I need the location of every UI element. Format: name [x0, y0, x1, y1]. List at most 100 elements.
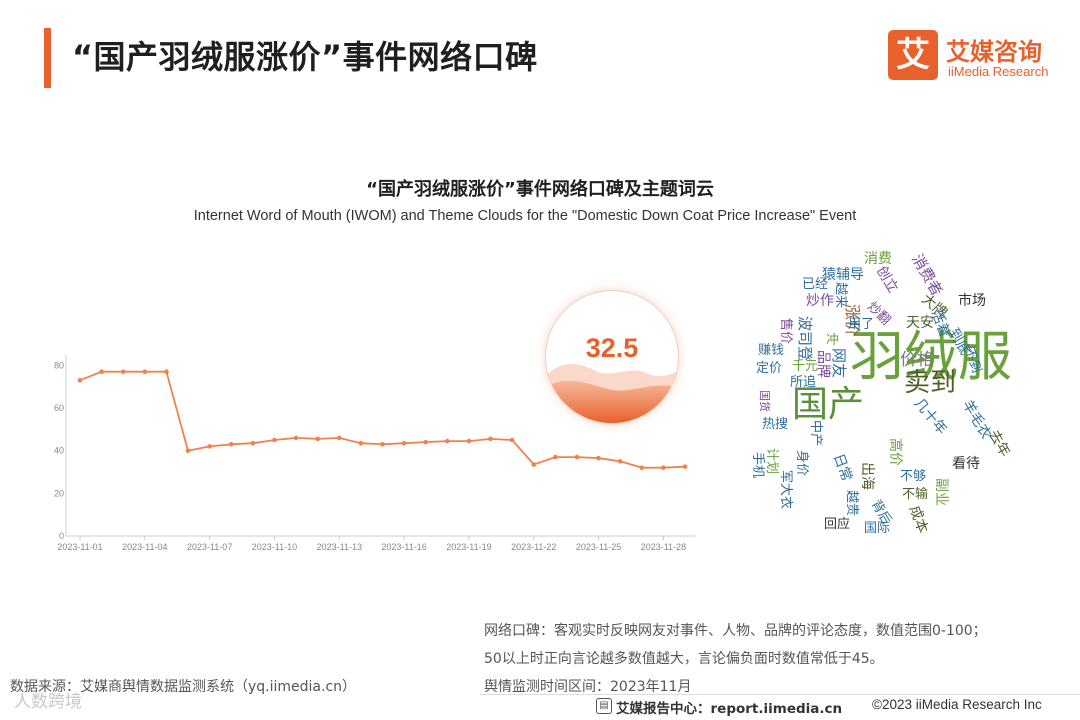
word-cloud-term: 创立: [873, 263, 901, 296]
report-center-link[interactable]: 艾媒报告中心：report.iimedia.cn: [616, 701, 843, 717]
data-point: [661, 465, 666, 471]
word-cloud-term: 越贵: [844, 490, 859, 517]
word-cloud-term: 用了: [848, 317, 875, 332]
data-point: [272, 437, 277, 443]
y-tick-label: 80: [54, 360, 64, 370]
data-point: [164, 369, 169, 375]
book-icon: ▤: [596, 698, 612, 714]
word-cloud-term: 羽绒服: [850, 325, 1012, 388]
word-cloud-term: 售价: [778, 318, 793, 345]
data-point: [228, 441, 234, 447]
data-point: [380, 441, 385, 447]
data-point: [639, 465, 645, 471]
gauge-wave-graphic: [546, 364, 678, 423]
theme-word-cloud: 羽绒服 国产 卖到 价格 网友 涨价 消费 消费者 猿辅导 创立 已经 越来 炒作 天安 大牌 市场 售价 波司登…: [750, 251, 1037, 552]
word-cloud-term: 赚钱: [758, 343, 785, 358]
data-point: [509, 437, 515, 443]
data-point: [445, 438, 450, 444]
word-cloud-term: 副业: [933, 478, 949, 506]
word-cloud-term: 看待: [952, 456, 980, 472]
chart-title: “国产羽绒服涨价”事件网络口碑及主题词云: [366, 179, 714, 200]
word-cloud-term: 国际: [864, 521, 891, 536]
word-cloud-term: 日常: [829, 451, 855, 484]
data-point: [466, 438, 472, 444]
title-accent-bar: [44, 28, 51, 88]
data-point: [99, 369, 104, 375]
word-cloud-term: 网友: [830, 348, 848, 379]
x-tick-label: 2023-11-04: [122, 542, 167, 552]
data-point: [185, 448, 191, 453]
x-tick-label: 2023-11-25: [576, 542, 621, 552]
word-cloud-term: 天安: [906, 315, 934, 331]
word-cloud-term: 定价: [756, 361, 783, 376]
word-cloud-term: 军大衣: [778, 470, 793, 510]
data-point: [120, 369, 126, 375]
word-cloud-term: 国产: [792, 384, 865, 425]
iimedia-logo[interactable]: 艾 艾媒咨询 iiMedia Research: [888, 30, 1078, 84]
word-cloud-term: 热搜: [762, 417, 789, 432]
word-cloud-term: 已经: [802, 277, 829, 292]
logo-mark: 艾: [888, 30, 938, 80]
word-cloud-term: 不输: [902, 487, 929, 502]
data-point: [423, 439, 429, 445]
word-cloud-term: 去年: [985, 427, 1013, 460]
word-cloud-term: 猿辅导: [822, 267, 864, 283]
data-point: [531, 462, 537, 467]
y-tick-label: 60: [54, 403, 64, 413]
y-tick-label: 20: [54, 488, 64, 498]
data-point: [207, 444, 212, 449]
data-point: [574, 454, 580, 460]
word-cloud-term: 中产: [808, 420, 823, 447]
word-cloud-term: 消费: [864, 251, 892, 267]
data-point: [488, 436, 493, 442]
word-cloud-term: 价格: [900, 350, 934, 370]
x-tick-label: 2023-11-10: [252, 542, 297, 552]
data-point: [682, 464, 688, 469]
monitoring-period: 舆情监测时间区间：2023年11月: [484, 679, 692, 695]
page-title: “国产羽绒服涨价”事件网络口碑: [72, 38, 538, 76]
data-point: [293, 435, 299, 441]
copyright: ©2023 iiMedia Research Inc: [872, 697, 1042, 712]
data-point: [553, 454, 558, 460]
word-cloud-term: 几十年: [910, 395, 950, 438]
gauge-value: 32.5: [585, 333, 639, 363]
word-cloud-term: 品牌: [815, 350, 831, 378]
data-source: 数据来源：艾媒商舆情数据监测系统（yq.iimedia.cn）: [10, 679, 357, 695]
footer-divider: [480, 694, 1080, 695]
x-tick-label: 2023-11-19: [446, 542, 491, 552]
word-cloud-term: 计划: [764, 448, 779, 475]
word-cloud-term: 回应: [824, 517, 851, 532]
note-line-2: 50以上时正向言论越多数值越大，言论偏负面时数值常低于45。: [484, 651, 884, 667]
data-point: [142, 369, 148, 375]
word-cloud-term: 不够: [900, 469, 927, 484]
data-point: [617, 459, 623, 464]
x-tick-label: 2023-11-07: [187, 542, 232, 552]
data-point: [250, 440, 256, 446]
iwom-line-chart: 0 20 40 60 80 2023-11-01 2023-11-04 2023-11-07 2…: [54, 354, 695, 552]
word-cloud-term: 成本: [905, 503, 931, 536]
word-cloud-term: 千元: [792, 359, 819, 374]
x-tick-label: 2023-11-01: [57, 542, 102, 552]
data-point: [77, 377, 83, 383]
word-cloud-term: 出海: [859, 462, 875, 490]
x-tick-label: 2023-11-22: [511, 542, 556, 552]
word-cloud-term: 手机: [750, 452, 765, 479]
iwom-average-gauge: 32.5: [545, 290, 679, 424]
note-line-1: 网络口碑：客观实时反映网友对事件、人物、品牌的评论态度，数值范围0-100；: [484, 623, 987, 639]
word-cloud-term: 市场: [958, 293, 986, 309]
y-tick-label: 0: [59, 531, 64, 541]
chart-subtitle: Internet Word of Mouth (IWOM) and Theme …: [193, 208, 857, 224]
word-cloud-term: 国货: [758, 390, 771, 412]
data-point: [401, 440, 407, 446]
data-point: [596, 455, 601, 461]
x-tick-label: 2023-11-13: [317, 542, 362, 552]
logo-en-text: iiMedia Research: [948, 64, 1049, 79]
data-point: [336, 435, 342, 441]
logo-cn-text: 艾媒咨询: [946, 38, 1042, 66]
word-cloud-term: 身价: [794, 450, 809, 477]
y-tick-label: 40: [54, 446, 64, 456]
word-cloud-term: 高价: [887, 438, 903, 466]
data-point: [358, 440, 364, 446]
word-cloud-term: 卖到: [904, 368, 957, 398]
x-tick-label: 2023-11-28: [641, 542, 686, 552]
